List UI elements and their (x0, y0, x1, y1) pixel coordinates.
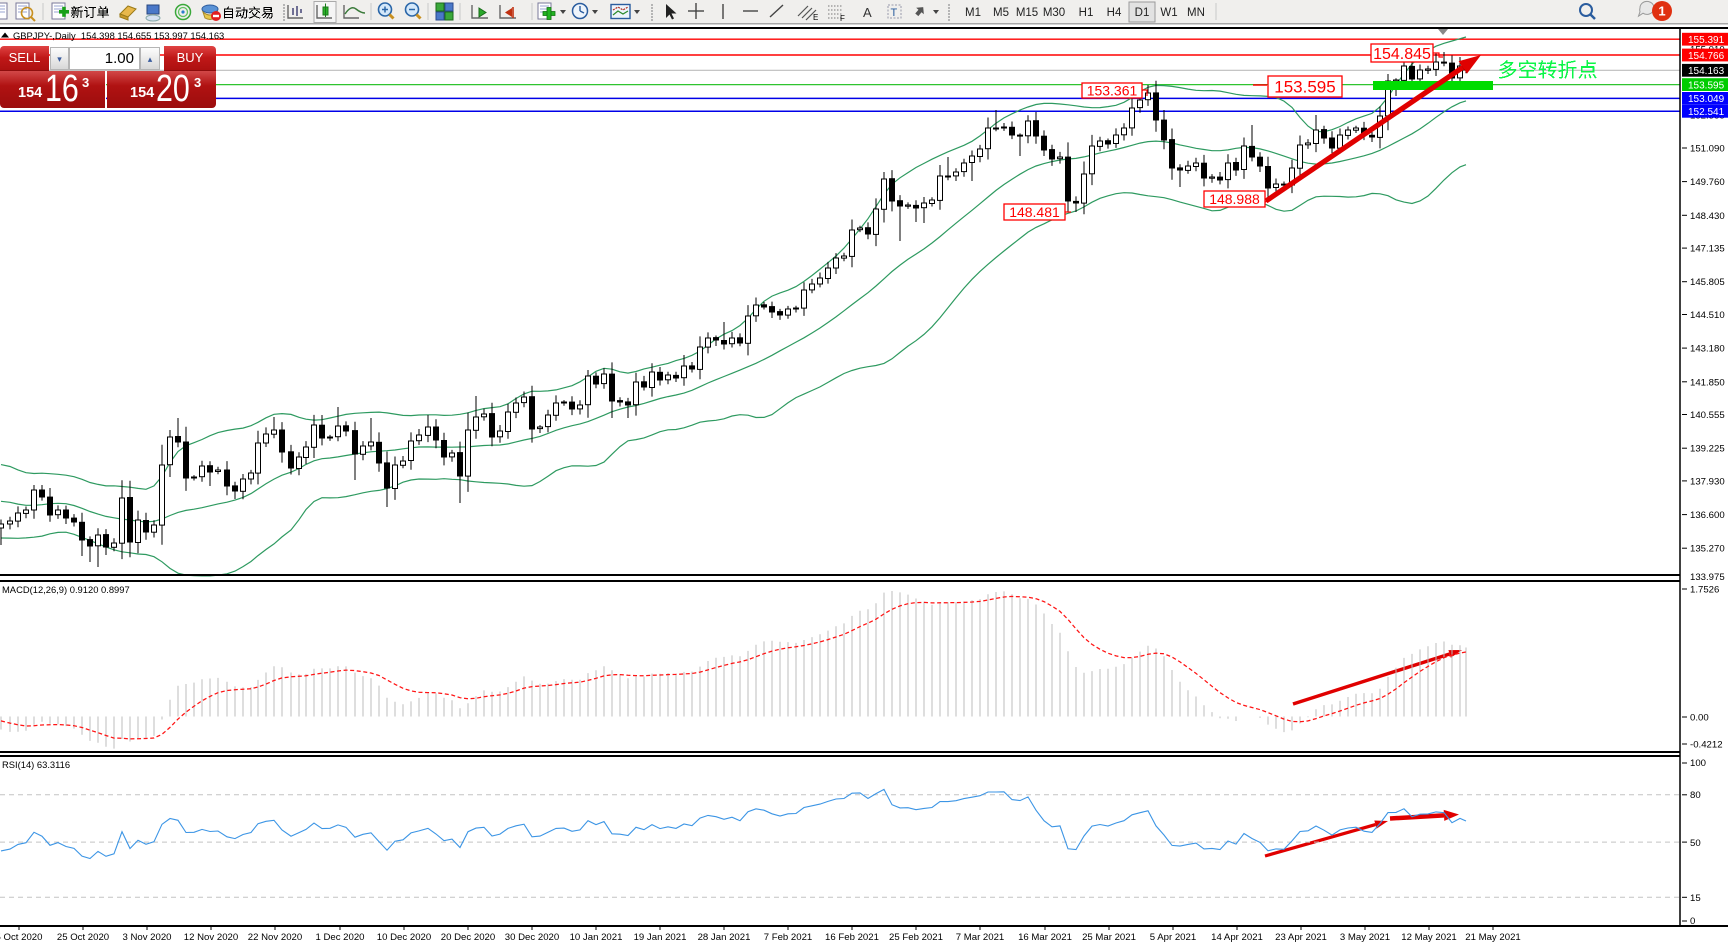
svg-text:0.00: 0.00 (1690, 713, 1709, 724)
svg-text:141.850: 141.850 (1690, 377, 1725, 388)
svg-text:12 Nov 2020: 12 Nov 2020 (184, 932, 238, 943)
svg-text:100: 100 (1690, 758, 1706, 769)
svg-text:50: 50 (1690, 838, 1701, 849)
svg-text:140.555: 140.555 (1690, 410, 1725, 421)
svg-text:M30: M30 (1043, 7, 1065, 19)
svg-text:30 Dec 2020: 30 Dec 2020 (505, 932, 559, 943)
svg-text:10 Dec 2020: 10 Dec 2020 (377, 932, 431, 943)
svg-text:W1: W1 (1160, 7, 1177, 19)
svg-text:154.845: 154.845 (1373, 46, 1431, 63)
svg-text:145.805: 145.805 (1690, 277, 1725, 288)
svg-text:153.049: 153.049 (1688, 94, 1725, 105)
svg-text:MACD(12,26,9) 0.9120 0.8997: MACD(12,26,9) 0.9120 0.8997 (2, 584, 130, 595)
svg-text:12 May 2021: 12 May 2021 (1401, 932, 1456, 943)
svg-text:153.361: 153.361 (1087, 83, 1138, 99)
svg-text:16 Mar 2021: 16 Mar 2021 (1018, 932, 1072, 943)
svg-text:136.600: 136.600 (1690, 510, 1725, 521)
svg-text:H4: H4 (1107, 7, 1122, 19)
svg-text:0: 0 (1690, 916, 1695, 927)
svg-text:1 Dec 2020: 1 Dec 2020 (315, 932, 364, 943)
svg-text:153.595: 153.595 (1688, 80, 1725, 91)
svg-text:154.766: 154.766 (1688, 51, 1725, 62)
svg-text:22 Nov 2020: 22 Nov 2020 (248, 932, 302, 943)
svg-text:20 Dec 2020: 20 Dec 2020 (441, 932, 495, 943)
svg-text:7 Feb 2021: 7 Feb 2021 (764, 932, 813, 943)
svg-text:D1: D1 (1135, 7, 1150, 19)
svg-text:16 Feb 2021: 16 Feb 2021 (825, 932, 879, 943)
svg-text:143.180: 143.180 (1690, 344, 1725, 355)
svg-text:151.090: 151.090 (1690, 144, 1725, 155)
svg-text:GBPJPY-,Daily 154.398 154.655: GBPJPY-,Daily 154.398 154.655 153.997 15… (13, 30, 224, 41)
svg-text:H1: H1 (1079, 7, 1094, 19)
svg-text:152.541: 152.541 (1688, 107, 1725, 118)
svg-text:-0.4212: -0.4212 (1690, 740, 1723, 751)
svg-text:23 Apr 2021: 23 Apr 2021 (1275, 932, 1327, 943)
svg-text:21 May 2021: 21 May 2021 (1465, 932, 1520, 943)
svg-text:137.930: 137.930 (1690, 476, 1725, 487)
svg-text:25 Mar 2021: 25 Mar 2021 (1082, 932, 1136, 943)
svg-text:MN: MN (1187, 7, 1205, 19)
svg-text:148.988: 148.988 (1209, 191, 1260, 207)
svg-text:5 Apr 2021: 5 Apr 2021 (1150, 932, 1196, 943)
svg-text:25 Feb 2021: 25 Feb 2021 (889, 932, 943, 943)
svg-text:5 Oct 2020: 5 Oct 2020 (0, 932, 42, 943)
svg-text:147.135: 147.135 (1690, 244, 1725, 255)
svg-text:14 Apr 2021: 14 Apr 2021 (1211, 932, 1263, 943)
svg-text:80: 80 (1690, 790, 1701, 801)
svg-text:15: 15 (1690, 893, 1701, 904)
svg-text:153.595: 153.595 (1274, 78, 1335, 97)
svg-text:148.481: 148.481 (1009, 204, 1060, 220)
svg-text:28 Jan 2021: 28 Jan 2021 (698, 932, 751, 943)
svg-text:149.760: 149.760 (1690, 177, 1725, 188)
svg-text:M15: M15 (1016, 7, 1038, 19)
svg-text:M1: M1 (965, 7, 981, 19)
svg-text:E: E (813, 13, 818, 22)
svg-text:10 Jan 2021: 10 Jan 2021 (570, 932, 623, 943)
svg-text:155.391: 155.391 (1688, 35, 1725, 46)
svg-text:19 Jan 2021: 19 Jan 2021 (634, 932, 687, 943)
svg-text:7 Mar 2021: 7 Mar 2021 (956, 932, 1005, 943)
svg-text:T: T (891, 7, 898, 19)
svg-text:25 Oct 2020: 25 Oct 2020 (57, 932, 109, 943)
svg-text:F: F (840, 14, 845, 23)
svg-text:144.510: 144.510 (1690, 310, 1725, 321)
svg-text:1: 1 (1658, 4, 1665, 19)
svg-text:139.225: 139.225 (1690, 444, 1725, 455)
svg-text:133.975: 133.975 (1690, 572, 1725, 583)
svg-text:A: A (863, 5, 872, 20)
svg-text:3 May 2021: 3 May 2021 (1340, 932, 1390, 943)
svg-text:135.270: 135.270 (1690, 544, 1725, 555)
svg-text:1.7526: 1.7526 (1690, 585, 1719, 596)
svg-text:M5: M5 (993, 7, 1009, 19)
svg-text:3 Nov 2020: 3 Nov 2020 (122, 932, 171, 943)
svg-text:RSI(14) 63.3116: RSI(14) 63.3116 (2, 759, 70, 770)
svg-text:148.430: 148.430 (1690, 211, 1725, 222)
svg-text:154.163: 154.163 (1688, 66, 1725, 77)
